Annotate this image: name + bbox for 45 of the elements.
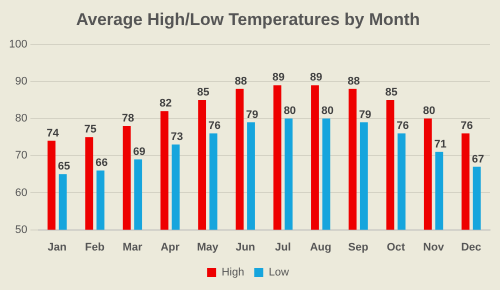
data-label: 69 — [133, 146, 146, 158]
legend-label: High — [222, 266, 244, 279]
x-tick-label: Mar — [122, 241, 143, 254]
y-tick-label: 70 — [15, 150, 28, 162]
x-tick-label: Sep — [348, 241, 369, 254]
data-label: 78 — [122, 112, 134, 125]
data-label: 89 — [272, 72, 285, 84]
data-label: 73 — [170, 131, 184, 144]
data-label: 75 — [84, 124, 96, 136]
data-label: 67 — [472, 153, 484, 166]
data-label: 76 — [208, 120, 221, 132]
x-tick-label: Apr — [160, 241, 180, 254]
data-label: 79 — [246, 108, 258, 121]
data-label: 82 — [159, 98, 172, 110]
x-tick-label: Jul — [275, 241, 291, 254]
data-label: 74 — [46, 127, 60, 140]
data-label: 88 — [348, 75, 360, 88]
y-tick-label: 90 — [15, 76, 28, 88]
data-label: 76 — [396, 120, 409, 132]
y-tick-label: 50 — [15, 224, 28, 236]
x-tick-label: Nov — [423, 241, 445, 254]
x-tick-label: Jan — [48, 241, 67, 254]
x-tick-label: Jun — [236, 241, 256, 254]
y-tick-label: 60 — [15, 186, 28, 199]
data-label: 66 — [96, 157, 108, 170]
legend-label: Low — [268, 266, 289, 279]
x-tick-label: Feb — [85, 241, 105, 254]
data-label: 71 — [434, 138, 446, 150]
x-tick-label: Dec — [461, 241, 482, 254]
x-tick-label: Oct — [386, 241, 406, 254]
x-tick-label: May — [197, 241, 220, 254]
data-label: 76 — [460, 120, 473, 132]
data-label: 85 — [385, 86, 398, 99]
data-label: 88 — [234, 75, 248, 88]
y-tick-label: 80 — [15, 112, 28, 125]
data-label: 85 — [197, 86, 210, 99]
data-label: 65 — [58, 160, 70, 173]
x-tick-label: Aug — [310, 241, 332, 254]
data-label: 80 — [284, 105, 296, 118]
y-tick-label: 100 — [8, 38, 28, 50]
data-label: 80 — [422, 105, 436, 118]
data-label: 80 — [321, 105, 334, 118]
chart-title: Average High/Low Temperatures by Month — [76, 10, 420, 29]
data-label: 89 — [310, 72, 322, 84]
data-label: 79 — [358, 108, 372, 121]
